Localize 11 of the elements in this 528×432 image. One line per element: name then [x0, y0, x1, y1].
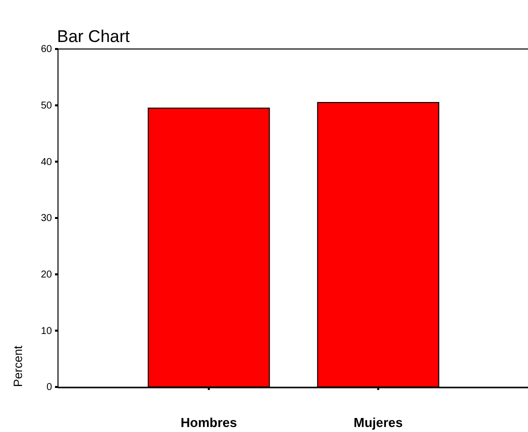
- y-tick-label: 20: [40, 270, 52, 281]
- y-tick-label: 0: [46, 382, 52, 394]
- y-tick-label: 10: [40, 326, 52, 337]
- y-tick-label: 40: [40, 156, 52, 168]
- x-tick-label: Mujeres: [354, 414, 403, 430]
- y-tick-label: 50: [40, 100, 52, 112]
- x-tick-label: Hombres: [180, 414, 237, 430]
- y-tick-label: 60: [40, 44, 52, 56]
- y-axis-title: Percent: [11, 344, 25, 387]
- y-tick-label: 30: [40, 213, 52, 224]
- chart-title: Bar Chart: [57, 27, 130, 46]
